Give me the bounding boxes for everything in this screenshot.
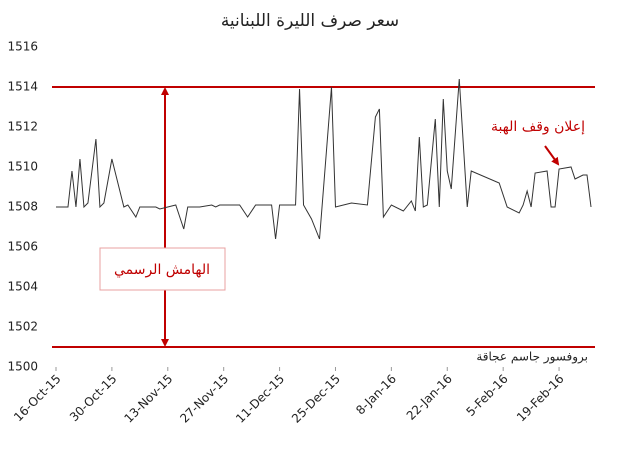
event-label: إعلان وقف الهبة [491, 119, 585, 135]
event-arrow [544, 145, 560, 166]
x-tick-label: 13-Nov-15 [121, 372, 175, 426]
x-tick-label: 22-Jan-16 [404, 372, 455, 423]
chart-title: سعر صرف الليرة اللبنانية [221, 11, 399, 31]
band-label-box [99, 247, 226, 291]
y-tick-label: 1502 [7, 320, 38, 334]
x-tick-label: 8-Jan-16 [353, 372, 399, 418]
y-tick-label: 1516 [7, 40, 38, 54]
source-label: بروفسور جاسم عجاقة [476, 350, 588, 365]
y-tick-label: 1504 [7, 280, 38, 294]
y-tick-label: 1514 [7, 80, 38, 94]
y-tick-label: 1500 [7, 360, 38, 374]
x-tick-label: 19-Feb-16 [514, 372, 567, 425]
x-tick-label: 30-Oct-15 [67, 372, 120, 425]
data-line [55, 78, 592, 240]
x-tick-label: 5-Feb-16 [464, 372, 511, 419]
x-tick-label: 27-Nov-15 [177, 372, 231, 426]
y-tick-label: 1508 [7, 200, 38, 214]
y-tick-label: 1512 [7, 120, 38, 134]
y-tick-label: 1510 [7, 160, 38, 174]
y-tick-label: 1506 [7, 240, 38, 254]
x-tick-label: 16-Oct-15 [11, 372, 64, 425]
x-tick-label: 25-Dec-15 [289, 372, 343, 426]
x-tick-label: 11-Dec-15 [233, 372, 287, 426]
band-label: الهامش الرسمي [114, 262, 210, 278]
